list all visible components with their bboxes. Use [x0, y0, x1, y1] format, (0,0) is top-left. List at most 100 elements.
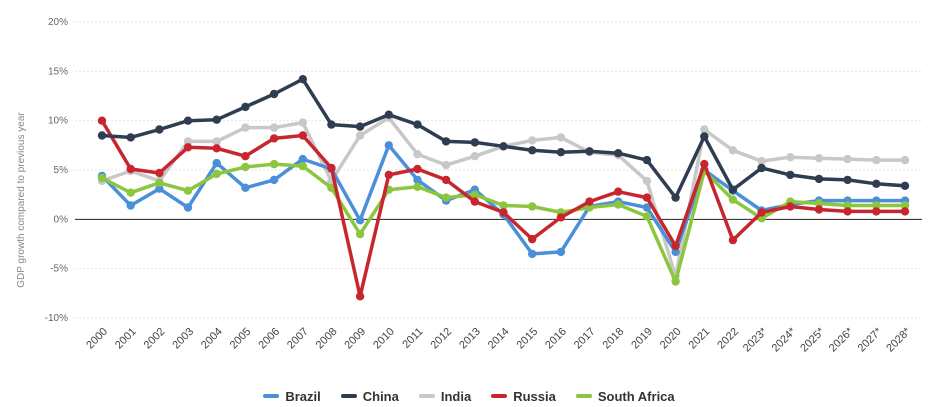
data-point-india: [814, 154, 824, 163]
data-point-russia: [585, 197, 594, 206]
legend-item-india[interactable]: India: [418, 389, 471, 404]
x-tick-label: 2015: [515, 326, 541, 352]
data-point-south-africa: [499, 201, 508, 210]
series-russia: [97, 116, 910, 301]
data-point-south-africa: [671, 277, 680, 286]
data-point-south-africa: [155, 178, 164, 187]
legend-label: China: [362, 388, 399, 404]
data-point-india: [786, 153, 795, 162]
legend-item-china[interactable]: China: [340, 388, 399, 404]
y-tick-label: 5%: [54, 165, 69, 176]
data-point-russia: [241, 152, 250, 161]
data-point-russia: [97, 116, 107, 125]
data-point-brazil: [556, 247, 566, 257]
data-point-south-africa: [97, 173, 107, 183]
legend-swatch: [575, 394, 592, 398]
x-tick-label: 2005: [228, 326, 254, 352]
data-point-brazil: [298, 154, 307, 164]
data-point-india: [298, 118, 307, 127]
data-point-russia: [384, 170, 393, 180]
y-tick-label: 15%: [48, 66, 68, 77]
data-point-russia: [814, 205, 824, 214]
grid-lines: [75, 21, 922, 319]
x-tick-label: 2020: [658, 326, 684, 352]
legend: Brazil China India Russia South Africa: [0, 386, 938, 404]
x-tick-label: 2022: [715, 326, 741, 352]
data-point-brazil: [355, 216, 365, 225]
data-point-india: [528, 136, 537, 145]
data-point-russia: [556, 213, 566, 222]
x-tick-label: 2011: [400, 326, 425, 351]
data-point-india: [642, 176, 652, 186]
data-point-south-africa: [528, 202, 537, 211]
y-tick-label: -10%: [45, 313, 68, 324]
legend-swatch: [263, 394, 280, 398]
series-line-south-africa: [100, 162, 907, 284]
legend-item-brazil[interactable]: Brazil: [263, 388, 321, 404]
data-point-china: [872, 179, 881, 188]
legend-swatch: [340, 394, 357, 398]
legend-label: Brazil: [285, 388, 321, 404]
x-tick-label: 2021: [687, 326, 713, 352]
data-point-china: [155, 125, 164, 134]
x-tick-label: 2027*: [856, 325, 885, 354]
x-tick-label: 2001: [113, 326, 139, 352]
data-point-brazil: [671, 247, 680, 257]
y-tick-label: -5%: [50, 264, 68, 275]
data-point-china: [614, 149, 623, 158]
data-point-south-africa: [585, 203, 594, 212]
y-axis-ticks: 20% 15% 10% 5% 0% -5% -10%: [45, 17, 68, 324]
data-point-china: [700, 132, 709, 141]
data-point-china: [728, 185, 738, 194]
y-tick-label: 10%: [48, 116, 68, 127]
data-point-russia: [355, 292, 365, 301]
data-point-south-africa: [183, 186, 193, 195]
data-point-china: [212, 115, 221, 124]
y-tick-label: 20%: [48, 17, 68, 28]
data-point-russia: [786, 202, 795, 211]
data-point-russia: [728, 235, 738, 245]
x-tick-label: 2002: [142, 326, 168, 352]
data-point-brazil: [241, 183, 250, 192]
x-tick-label: 2018: [601, 326, 627, 352]
x-tick-label: 2023*: [741, 325, 770, 354]
data-point-india: [413, 150, 422, 159]
data-point-china: [327, 120, 336, 129]
data-point-brazil: [528, 249, 537, 259]
data-point-south-africa: [441, 193, 451, 202]
data-point-china: [355, 122, 365, 131]
data-point-russia: [413, 164, 422, 174]
data-point-india: [241, 123, 250, 132]
legend-item-south-africa[interactable]: South Africa: [575, 389, 675, 404]
data-point-russia: [700, 159, 709, 169]
x-tick-label: 2012: [428, 326, 454, 352]
data-point-brazil: [642, 203, 652, 212]
legend-item-russia[interactable]: Russia: [491, 389, 556, 404]
data-point-china: [183, 116, 193, 125]
data-point-china: [499, 142, 508, 151]
x-tick-label: 2016: [543, 326, 569, 352]
data-point-brazil: [413, 175, 422, 185]
data-point-south-africa: [298, 161, 307, 171]
data-point-india: [728, 146, 738, 155]
data-point-russia: [642, 193, 652, 202]
x-tick-label: 2006: [256, 326, 282, 352]
data-point-south-africa: [900, 201, 910, 210]
data-point-south-africa: [814, 199, 824, 208]
x-tick-label: 2026*: [827, 325, 856, 354]
data-point-russia: [212, 144, 221, 153]
data-point-brazil: [155, 184, 164, 193]
series-lines: [97, 75, 910, 301]
data-point-china: [384, 110, 393, 119]
x-axis-ticks: 2000 2001 2002 2003 2004 2005 2006 2007 2008 2009…: [84, 325, 913, 354]
x-tick-label: 2007: [285, 326, 311, 352]
data-point-china: [900, 181, 910, 190]
data-point-china: [786, 170, 795, 180]
data-point-russia: [900, 207, 910, 216]
data-point-russia: [298, 131, 307, 140]
x-tick-label: 2008: [314, 326, 340, 352]
data-point-south-africa: [413, 182, 422, 191]
data-point-russia: [843, 207, 852, 216]
data-point-brazil: [212, 158, 221, 168]
data-point-india: [183, 137, 193, 146]
